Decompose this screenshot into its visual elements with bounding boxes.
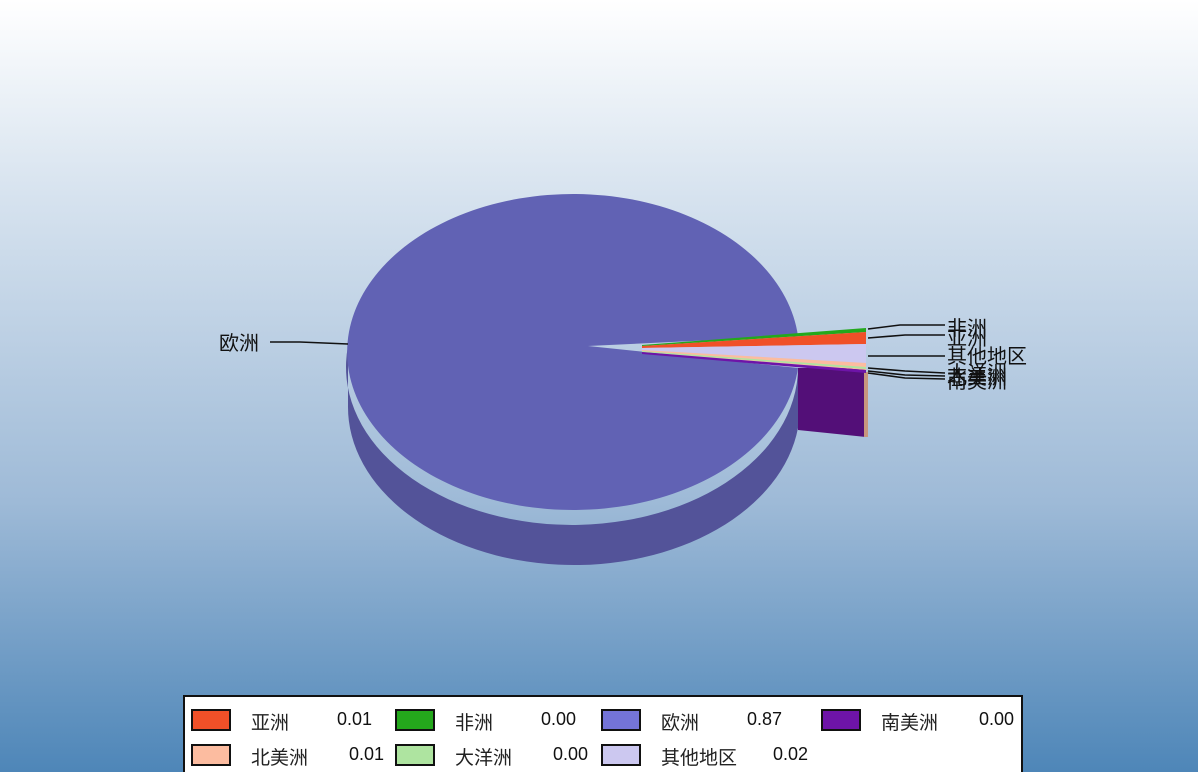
leader-line-asia	[867, 334, 945, 339]
legend-item-north-america: 北美洲 0.01	[191, 738, 391, 772]
slice-label-asia: 亚洲	[947, 326, 987, 350]
legend-swatch-europe	[601, 709, 641, 731]
slice-label-other: 其他地区	[947, 344, 1027, 368]
legend-label-asia: 亚洲	[251, 712, 290, 734]
pie-slice-side-south-america	[798, 368, 866, 437]
slice-label-oceania: 大洋洲	[947, 361, 1007, 385]
legend-swatch-africa	[395, 709, 435, 731]
legend-item-other: 其他地区 0.02	[601, 738, 821, 772]
leader-line-europe	[270, 341, 349, 345]
legend-value-oceania: 0.00	[553, 744, 589, 764]
legend-item-south-america: 南美洲 0.00	[821, 703, 1021, 737]
pie-slice-south-america	[642, 352, 866, 373]
leader-line-south-america	[867, 372, 946, 380]
legend-label-south-america: 南美洲	[881, 712, 939, 734]
legend-item-africa: 非洲 0.00	[395, 703, 590, 737]
pie-slice-oceania	[642, 351, 866, 369]
pie-slice-africa	[642, 328, 866, 346]
slice-label-north-america: 北美洲	[947, 365, 1007, 389]
pie-slice-other	[642, 344, 866, 363]
legend-value-other: 0.02	[773, 744, 809, 764]
legend-item-asia: 亚洲 0.01	[191, 703, 386, 737]
legend-value-asia: 0.01	[337, 709, 373, 729]
slice-label-africa: 非洲	[947, 316, 987, 340]
legend-swatch-south-america	[821, 709, 861, 731]
legend-label-oceania: 大洋洲	[455, 747, 513, 769]
legend: 亚洲 0.01 非洲 0.00 欧洲 0.87 南美洲 0.00 北美洲 0.0…	[183, 695, 1023, 772]
leader-line-africa	[867, 324, 945, 330]
legend-label-other: 其他地区	[661, 747, 738, 769]
legend-swatch-north-america	[191, 744, 231, 766]
leader-line-oceania	[867, 367, 946, 374]
pie-slice-asia	[642, 332, 866, 348]
slice-label-europe: 欧洲	[219, 331, 259, 355]
legend-label-europe: 欧洲	[661, 712, 700, 734]
legend-value-north-america: 0.01	[349, 744, 385, 764]
legend-label-north-america: 北美洲	[251, 747, 309, 769]
pie-slice-europe	[347, 193, 798, 511]
legend-value-south-america: 0.00	[979, 709, 1015, 729]
leader-line-north-america	[867, 370, 946, 377]
legend-item-oceania: 大洋洲 0.00	[395, 738, 595, 772]
legend-value-africa: 0.00	[541, 709, 577, 729]
legend-swatch-other	[601, 744, 641, 766]
legend-swatch-asia	[191, 709, 231, 731]
legend-label-africa: 非洲	[455, 712, 494, 734]
legend-swatch-oceania	[395, 744, 435, 766]
slice-label-south-america: 南美洲	[947, 369, 1007, 393]
pie-slice-side-north-america	[864, 372, 868, 437]
legend-item-europe: 欧洲 0.87	[601, 703, 796, 737]
pie-slice-side-europe	[346, 346, 798, 566]
legend-value-europe: 0.87	[747, 709, 783, 729]
